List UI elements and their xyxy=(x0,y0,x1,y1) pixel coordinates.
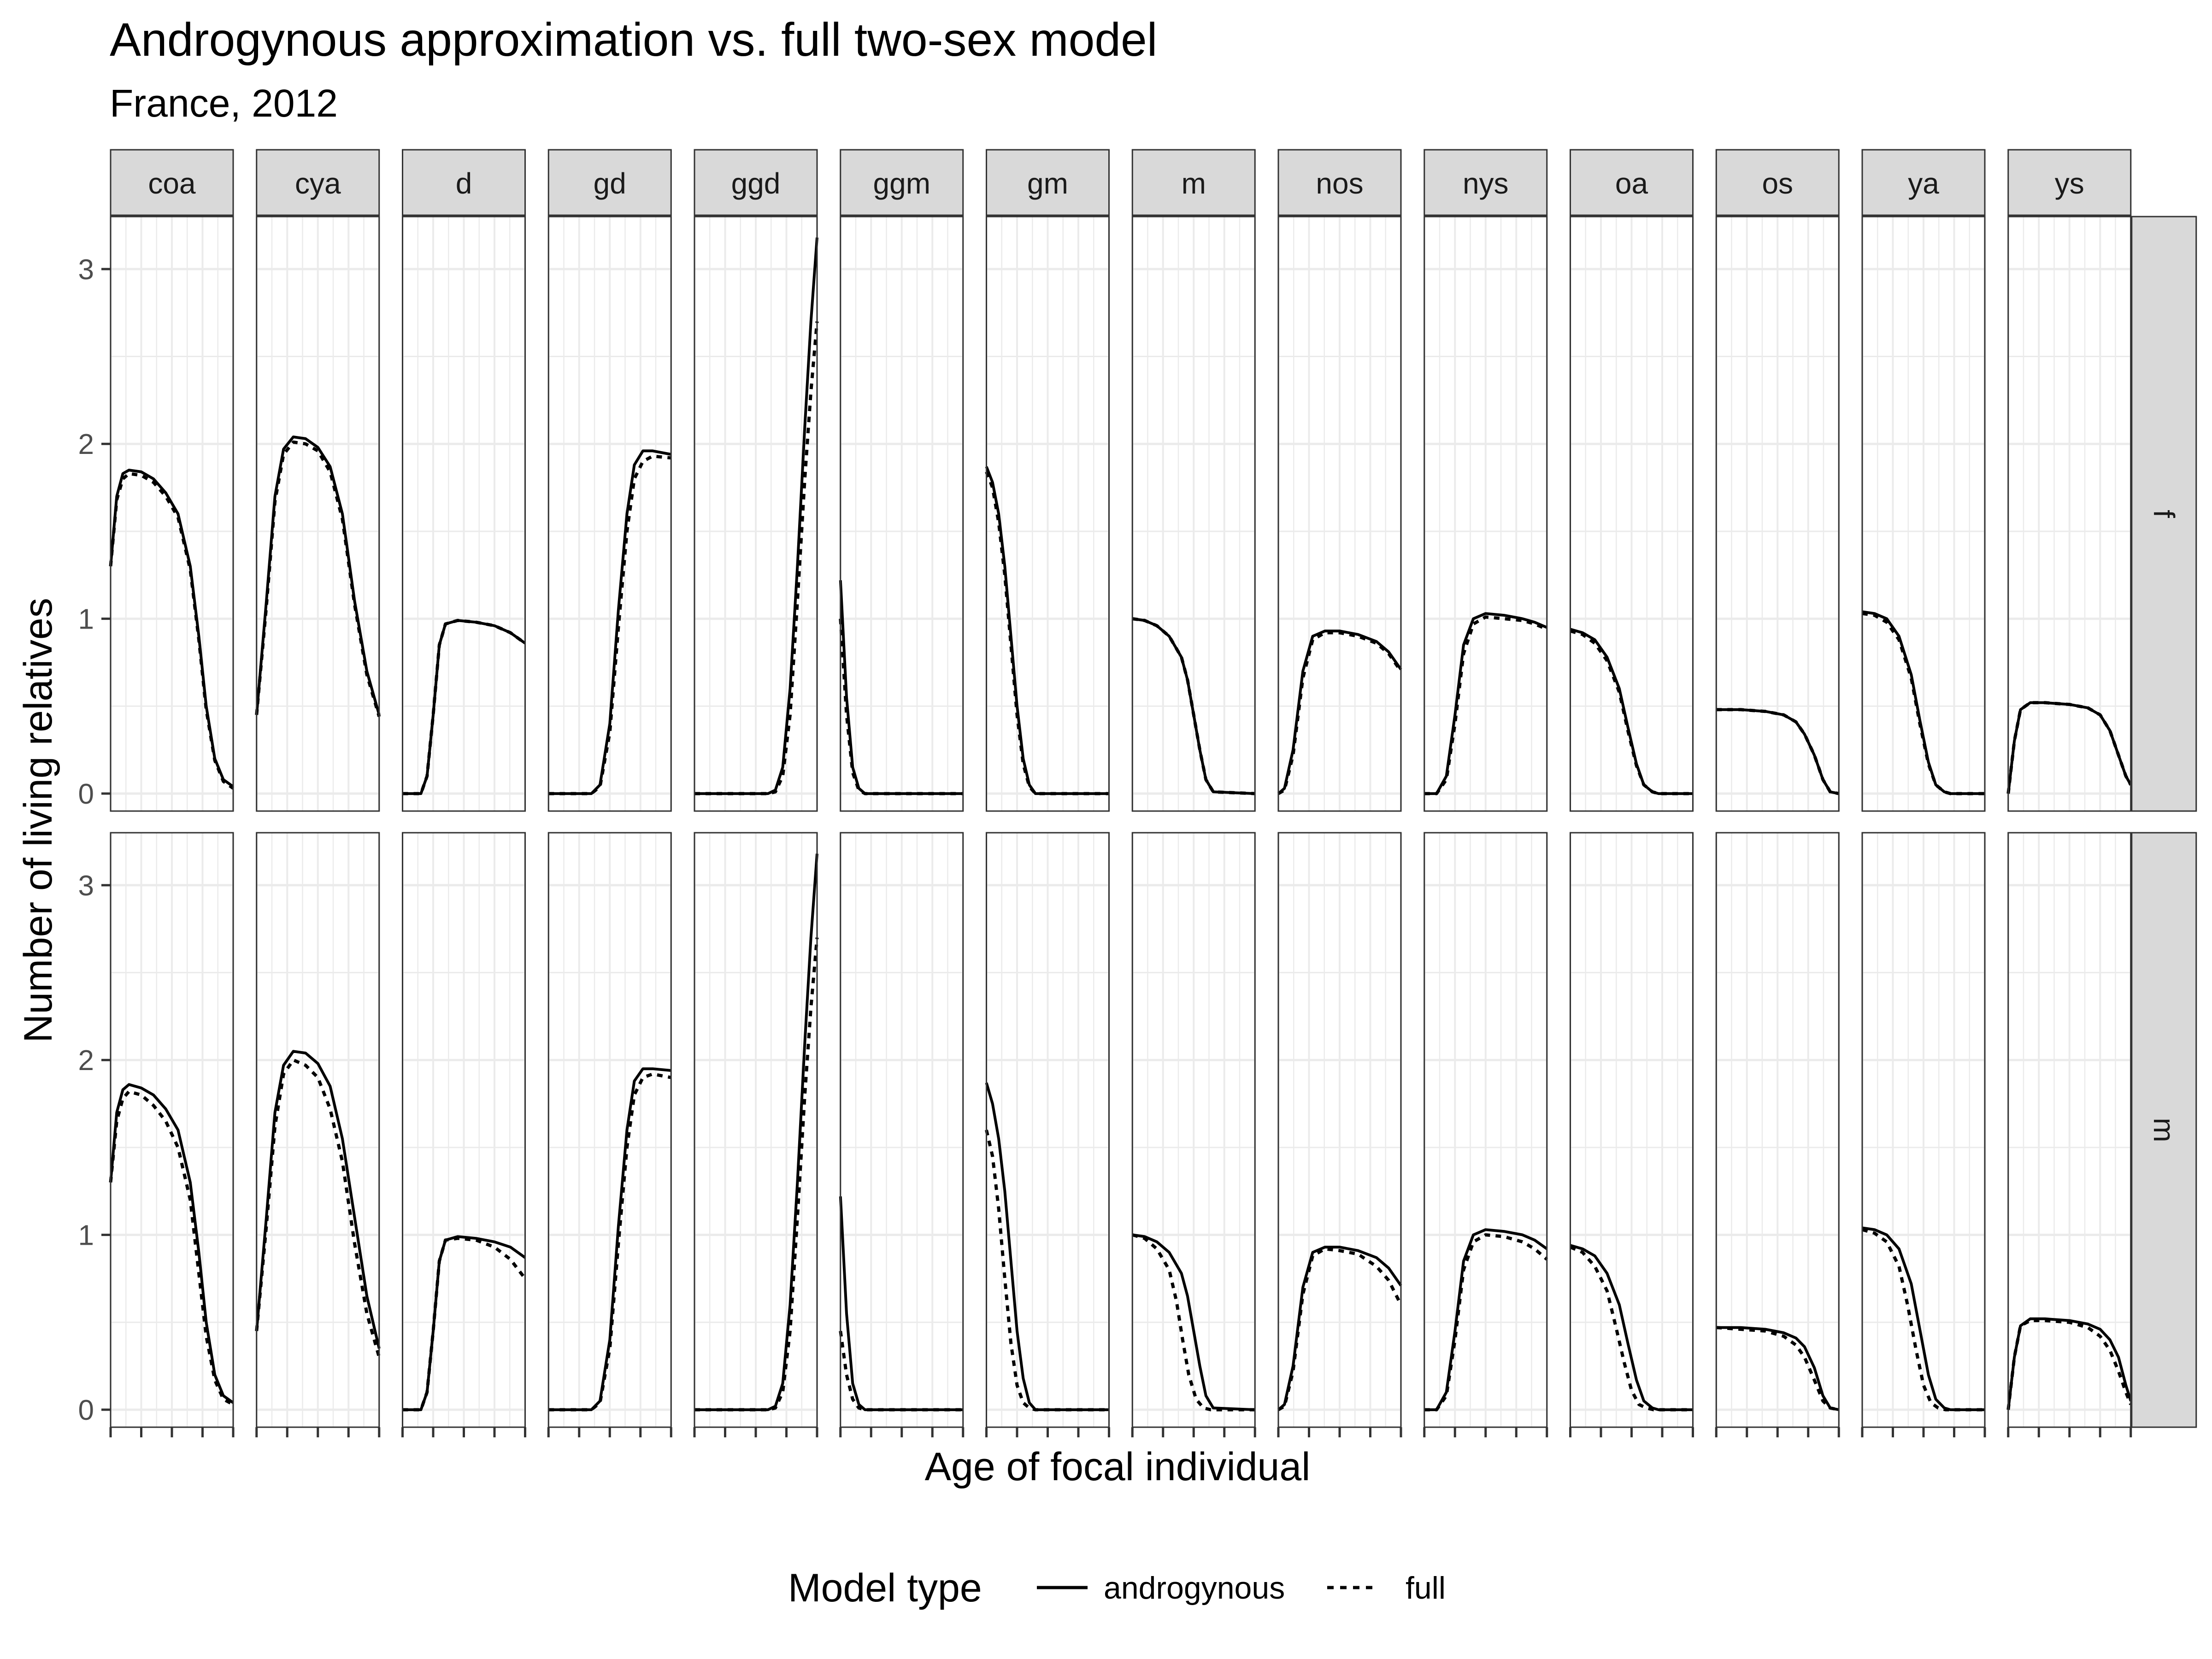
panel-border xyxy=(2007,216,2132,812)
series-line-androgynous-coa-m xyxy=(109,1083,234,1404)
facet-strip-ggm xyxy=(840,149,964,216)
panel-border xyxy=(256,216,380,812)
series-line-androgynous-os-f xyxy=(1716,708,1839,795)
facet-strip-d xyxy=(402,149,526,216)
facet-label-os: os xyxy=(1762,167,1793,200)
facet-label-coa: coa xyxy=(148,167,196,200)
series-line-androgynous-d-f xyxy=(402,619,526,795)
series-line-androgynous-ggm-f xyxy=(839,580,963,795)
legend-label-full: full xyxy=(1406,1571,1446,1606)
series-line-androgynous-gm-f xyxy=(985,466,1109,795)
series-line-full-os-m xyxy=(1716,1326,1839,1412)
series-line-full-nos-m xyxy=(1277,1247,1403,1412)
facet-label-gd: gd xyxy=(594,167,626,200)
legend-title: Model type xyxy=(788,1566,982,1610)
series-line-full-ggd-m xyxy=(694,937,819,1412)
series-line-androgynous-nys-m xyxy=(1424,1228,1548,1412)
series-line-androgynous-ys-f xyxy=(2006,701,2132,794)
facet-label-ggm: ggm xyxy=(873,167,931,200)
series-line-androgynous-cya-f xyxy=(255,435,381,716)
facet-strip-f xyxy=(2131,216,2197,812)
panel-border xyxy=(1277,216,1402,812)
series-line-full-gm-m xyxy=(985,1130,1109,1412)
series-line-full-m-m xyxy=(1132,1233,1255,1412)
panel-border xyxy=(694,216,818,812)
x-axis-title: Age of focal individual xyxy=(925,1445,1311,1489)
series-line-full-ya-m xyxy=(1862,1228,1985,1412)
y-tick-label: 1 xyxy=(78,604,94,635)
facet-strip-os xyxy=(1715,149,1840,216)
facet-label-nys: nys xyxy=(1463,167,1509,200)
series-line-androgynous-ggd-f xyxy=(694,237,818,795)
series-line-androgynous-gm-m xyxy=(985,1082,1109,1412)
facet-strip-nos xyxy=(1277,149,1402,216)
facet-strip-gd xyxy=(547,149,672,216)
facet-label-gm: gm xyxy=(1027,167,1068,200)
y-tick-label: 2 xyxy=(78,429,94,460)
facet-label-nos: nos xyxy=(1316,167,1363,200)
series-line-androgynous-os-m xyxy=(1716,1326,1839,1412)
panel-border xyxy=(840,216,964,812)
facet-strip-nys xyxy=(1424,149,1548,216)
facet-label-f: f xyxy=(2147,510,2181,518)
facet-strip-ya xyxy=(1861,149,1986,216)
y-tick-label: 2 xyxy=(78,1045,94,1077)
series-line-androgynous-ya-m xyxy=(1862,1226,1985,1412)
series-line-androgynous-m-f xyxy=(1132,617,1255,795)
facet-strip-oa xyxy=(1570,149,1694,216)
series-line-androgynous-gd-f xyxy=(548,449,671,795)
panel-border xyxy=(547,216,672,812)
panel-border xyxy=(1424,216,1548,812)
y-tick-label: 3 xyxy=(78,254,94,286)
facet-label-m: m xyxy=(2147,1118,2181,1142)
facet-strip-ys xyxy=(2007,149,2132,216)
series-line-androgynous-ggd-m xyxy=(694,853,818,1412)
series-line-androgynous-oa-f xyxy=(1570,628,1693,795)
series-line-androgynous-ys-m xyxy=(2006,1317,2132,1410)
series-line-androgynous-nos-m xyxy=(1277,1246,1402,1411)
facet-strip-coa xyxy=(110,149,234,216)
legend-label-androgynous: androgynous xyxy=(1104,1571,1285,1606)
facet-label-m: m xyxy=(1182,167,1206,200)
series-line-androgynous-ggm-m xyxy=(839,1196,963,1412)
y-tick-label: 0 xyxy=(78,1394,94,1426)
chart-title: Androgynous approximation vs. full two-s… xyxy=(110,13,1158,66)
facet-strip-m xyxy=(1131,149,1256,216)
facet-strip-ggd xyxy=(694,149,818,216)
y-axis-title: Number of living relatives xyxy=(16,598,60,1042)
facet-strip-cya xyxy=(256,149,380,216)
series-line-androgynous-gd-m xyxy=(548,1067,671,1412)
facet-label-ys: ys xyxy=(2055,167,2084,200)
facet-label-ggd: ggd xyxy=(731,167,781,200)
series-line-androgynous-ya-f xyxy=(1862,610,1985,795)
series-line-androgynous-m-m xyxy=(1132,1233,1255,1412)
panel-border xyxy=(1570,216,1694,812)
facet-label-oa: oa xyxy=(1615,167,1648,200)
facet-label-d: d xyxy=(456,167,472,200)
panel-border xyxy=(1861,216,1986,812)
series-line-androgynous-nos-f xyxy=(1277,629,1402,795)
panel-border xyxy=(110,216,234,812)
series-line-androgynous-coa-f xyxy=(109,469,234,788)
facet-label-cya: cya xyxy=(295,167,341,200)
y-tick-label: 3 xyxy=(78,870,94,902)
y-tick-label: 0 xyxy=(78,778,94,810)
series-line-androgynous-oa-m xyxy=(1570,1244,1693,1412)
facet-strip-m xyxy=(2131,832,2197,1428)
panel-border xyxy=(402,216,526,812)
panel-border xyxy=(1131,216,1256,812)
series-line-androgynous-cya-m xyxy=(255,1050,381,1349)
facet-strip-gm xyxy=(986,149,1110,216)
series-line-full-ggd-f xyxy=(694,321,819,795)
chart-subtitle: France, 2012 xyxy=(110,82,338,125)
panel-border xyxy=(986,216,1110,812)
series-line-androgynous-d-m xyxy=(402,1235,526,1412)
panel-border xyxy=(1715,216,1840,812)
facet-label-ya: ya xyxy=(1908,167,1939,200)
series-line-androgynous-nys-f xyxy=(1424,612,1547,795)
series-line-full-oa-m xyxy=(1570,1245,1693,1412)
y-tick-label: 1 xyxy=(78,1220,94,1252)
